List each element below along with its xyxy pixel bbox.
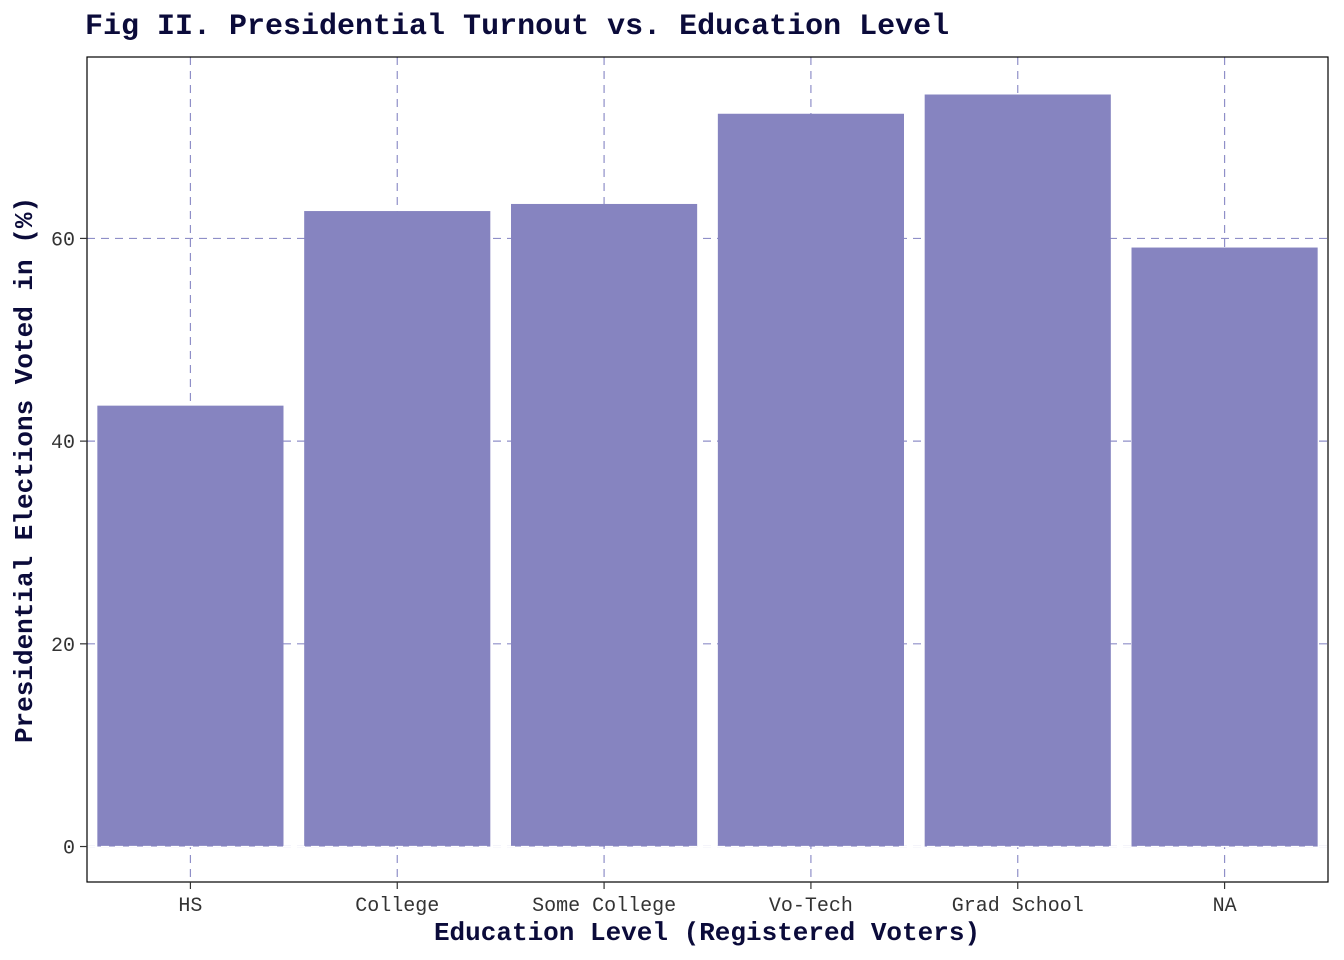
x-axis-ticks: HS College Some College Vo-Tech Grad School N… — [178, 882, 1237, 918]
y-axis-ticks: 0 20 40 60 — [51, 229, 87, 861]
bar-2 — [511, 203, 698, 847]
bar-1 — [304, 211, 491, 847]
y-tick-label-1: 20 — [51, 635, 75, 658]
y-axis-title: Presidential Elections Voted in (%) — [10, 197, 40, 743]
x-tick-label-1: College — [355, 895, 439, 918]
x-tick-label-4: Grad School — [952, 895, 1084, 918]
bar-0 — [97, 405, 284, 847]
chart-title: Fig II. Presidential Turnout vs. Educati… — [85, 10, 949, 44]
bar-3 — [717, 113, 904, 847]
x-tick-label-3: Vo-Tech — [769, 895, 853, 918]
y-tick-label-2: 40 — [51, 432, 75, 455]
x-tick-label-5: NA — [1213, 895, 1237, 918]
x-axis-title: Education Level (Registered Voters) — [434, 918, 980, 948]
plot-frame — [86, 56, 1329, 883]
bars — [97, 94, 1318, 847]
y-tick-label-0: 0 — [63, 838, 75, 861]
x-tick-label-2: Some College — [532, 895, 676, 918]
bar-4 — [924, 94, 1111, 847]
y-tick-label-3: 60 — [51, 229, 75, 252]
bar-5 — [1131, 247, 1318, 847]
x-tick-label-0: HS — [178, 895, 202, 918]
